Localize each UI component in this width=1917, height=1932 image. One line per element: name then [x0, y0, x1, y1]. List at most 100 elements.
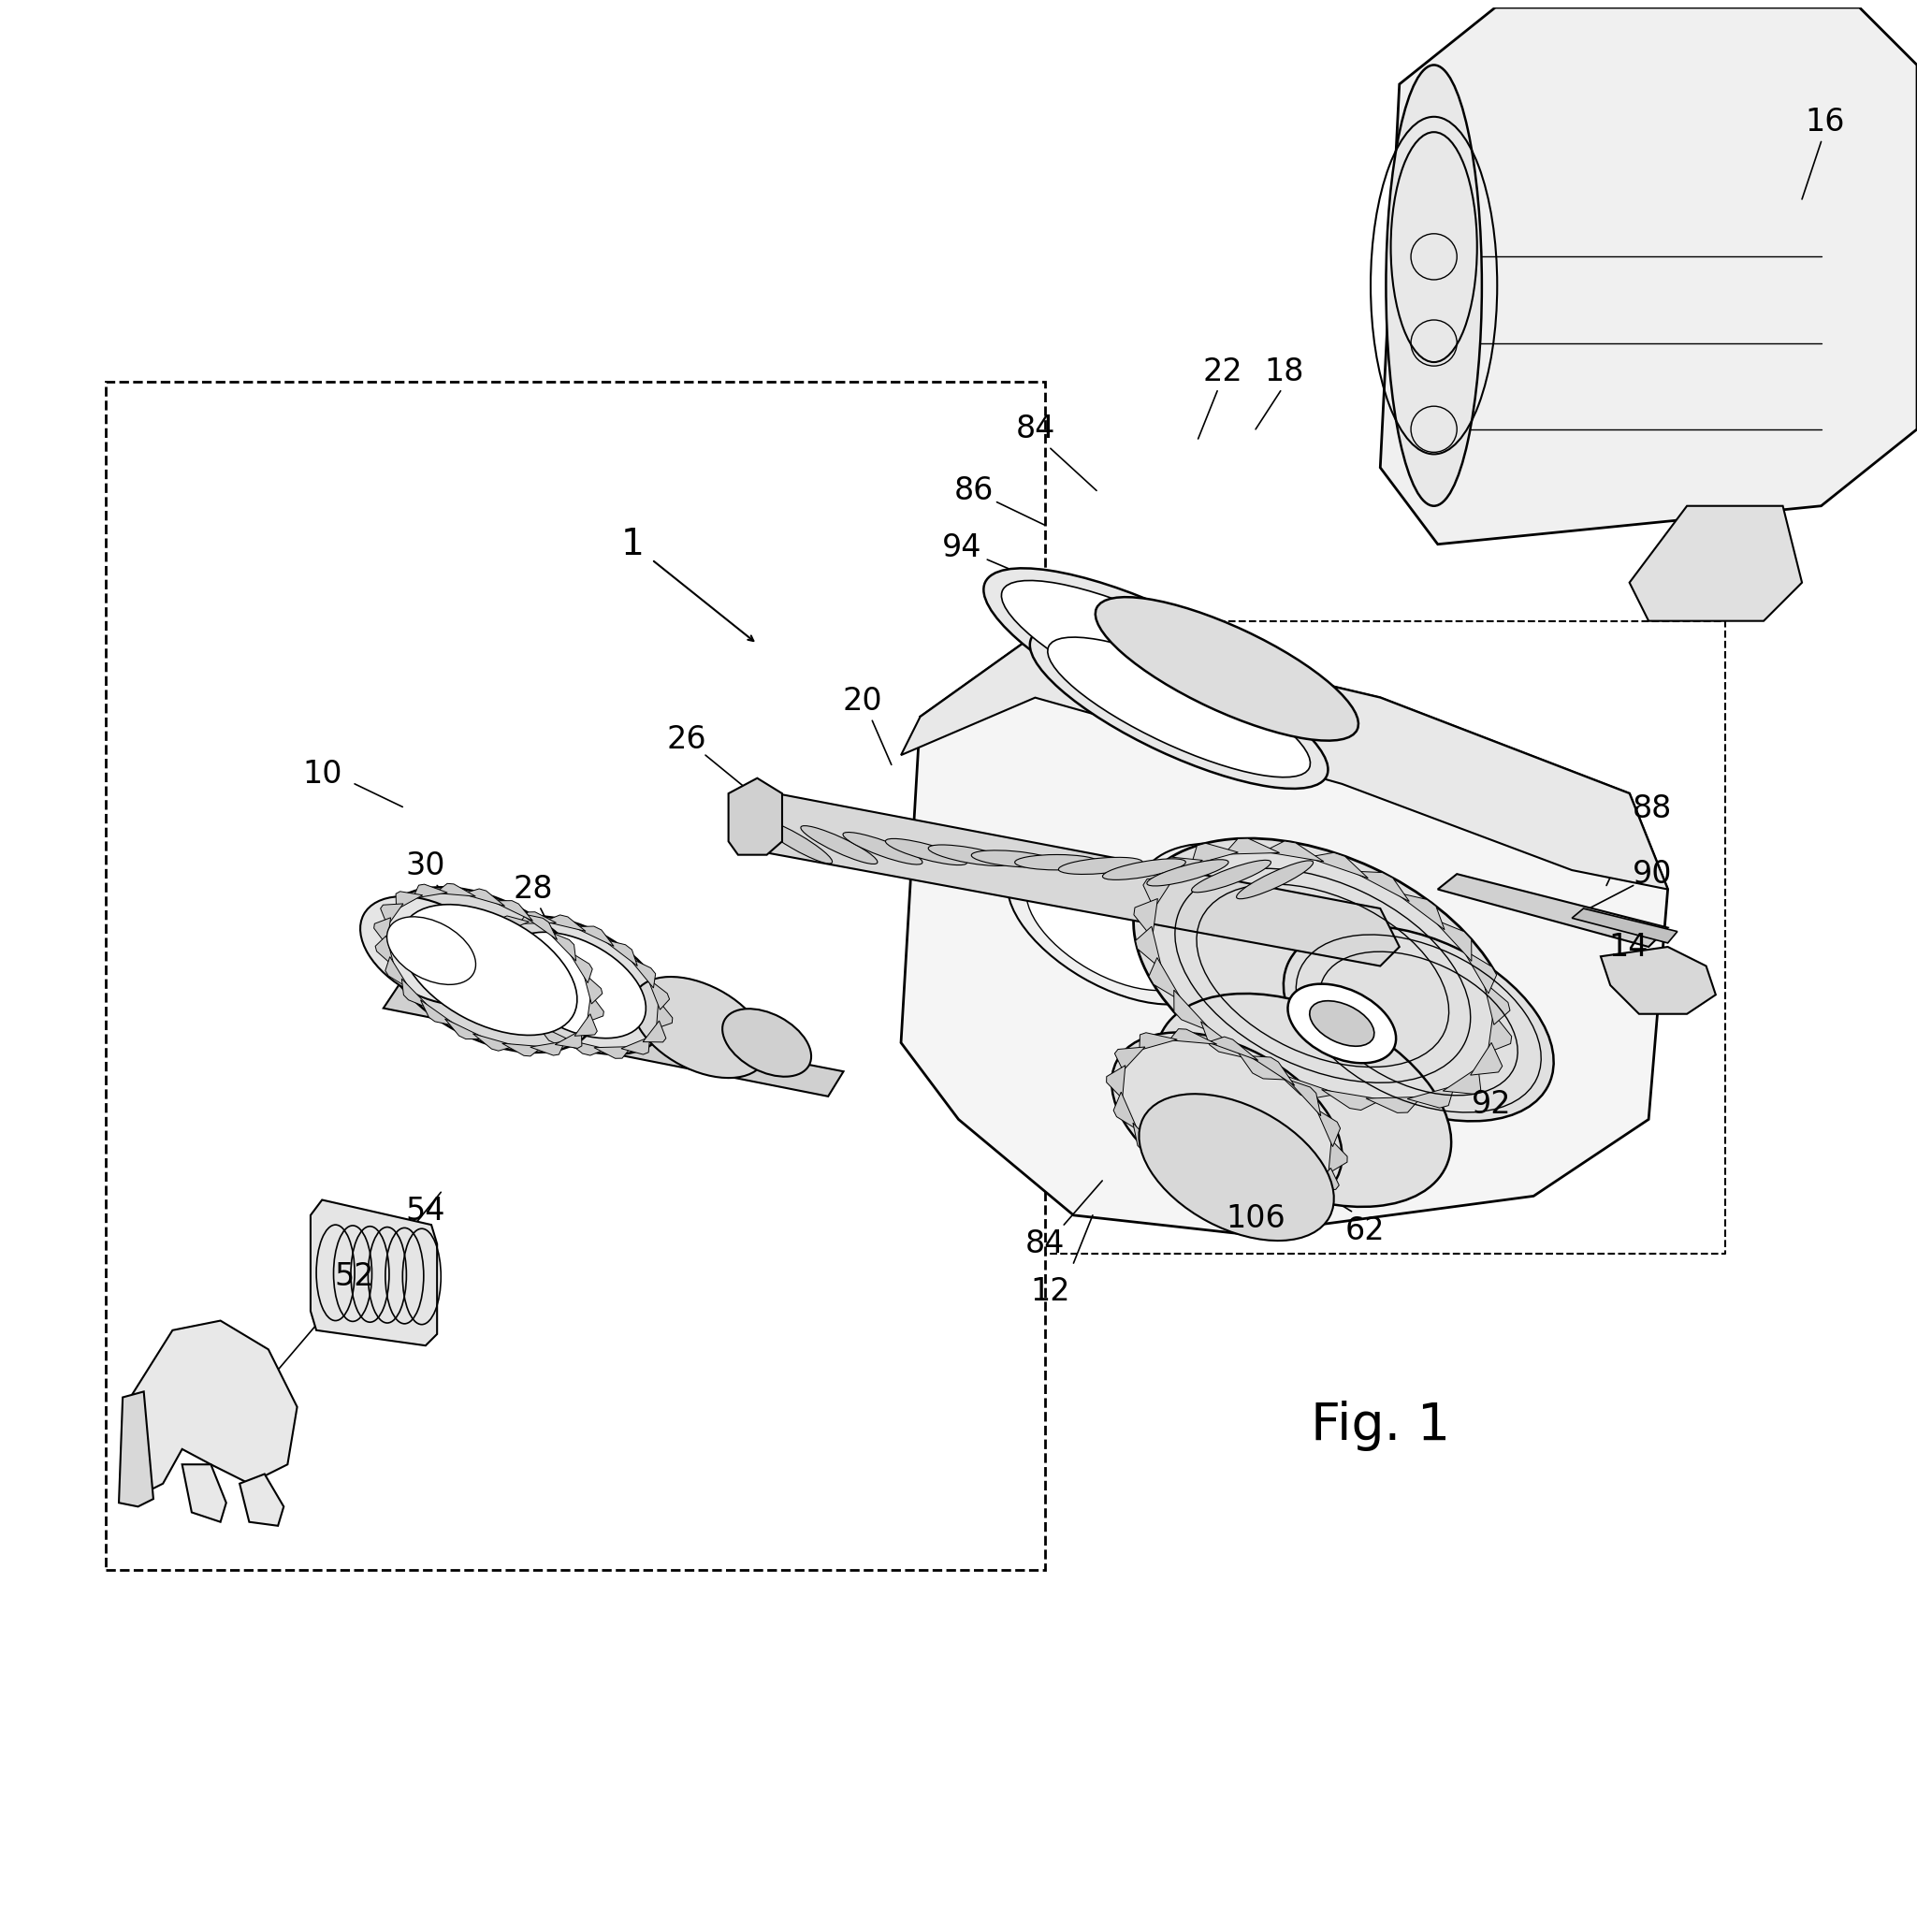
Polygon shape	[473, 1034, 516, 1051]
Ellipse shape	[1049, 638, 1309, 777]
Ellipse shape	[928, 844, 1012, 866]
Polygon shape	[1223, 838, 1279, 854]
Polygon shape	[1307, 852, 1369, 879]
Text: 30: 30	[406, 850, 445, 881]
Ellipse shape	[1112, 1032, 1342, 1206]
Polygon shape	[531, 1041, 566, 1055]
Ellipse shape	[972, 850, 1056, 867]
Ellipse shape	[1014, 854, 1098, 869]
Ellipse shape	[1236, 860, 1313, 898]
Ellipse shape	[1095, 597, 1359, 740]
Polygon shape	[512, 1005, 548, 1032]
Polygon shape	[642, 1020, 665, 1041]
Polygon shape	[757, 794, 1399, 966]
Polygon shape	[621, 1037, 650, 1055]
Polygon shape	[1380, 8, 1917, 545]
Polygon shape	[1407, 1086, 1455, 1107]
Polygon shape	[240, 1474, 284, 1526]
Polygon shape	[1351, 871, 1409, 902]
Polygon shape	[1173, 989, 1213, 1032]
Polygon shape	[1288, 1080, 1321, 1117]
Polygon shape	[1321, 1090, 1382, 1111]
Polygon shape	[1236, 1194, 1284, 1209]
Polygon shape	[495, 981, 521, 1012]
Text: 90: 90	[1633, 858, 1672, 889]
Polygon shape	[901, 620, 1668, 1235]
Polygon shape	[403, 980, 431, 1009]
Bar	[105, 381, 1045, 1571]
Polygon shape	[502, 1043, 543, 1057]
Polygon shape	[1394, 893, 1445, 929]
Ellipse shape	[387, 918, 475, 985]
Polygon shape	[648, 978, 669, 1010]
Ellipse shape	[1167, 866, 1440, 1066]
Polygon shape	[395, 891, 422, 910]
Ellipse shape	[801, 825, 878, 864]
Ellipse shape	[1133, 838, 1513, 1113]
Text: 54: 54	[406, 1196, 445, 1227]
Polygon shape	[1139, 1034, 1177, 1051]
Polygon shape	[1367, 1097, 1422, 1113]
Polygon shape	[1106, 1065, 1125, 1099]
Text: Fig. 1: Fig. 1	[1311, 1401, 1449, 1451]
Text: 28: 28	[514, 873, 552, 904]
Polygon shape	[1143, 875, 1175, 908]
Polygon shape	[575, 1014, 598, 1036]
Polygon shape	[1148, 958, 1183, 1003]
Polygon shape	[1166, 858, 1202, 883]
Polygon shape	[385, 956, 410, 989]
Ellipse shape	[1146, 860, 1229, 887]
Polygon shape	[520, 914, 558, 939]
Text: 84: 84	[1026, 1229, 1064, 1260]
Polygon shape	[380, 904, 403, 925]
Text: 18: 18	[1265, 355, 1304, 386]
Ellipse shape	[1309, 1001, 1374, 1047]
Text: 10: 10	[303, 759, 341, 790]
Polygon shape	[594, 1047, 631, 1059]
Polygon shape	[383, 985, 843, 1095]
Ellipse shape	[1058, 858, 1143, 875]
Polygon shape	[1328, 1140, 1348, 1173]
Text: 1: 1	[621, 527, 644, 562]
Ellipse shape	[633, 978, 767, 1078]
Polygon shape	[728, 779, 782, 854]
Polygon shape	[1470, 1043, 1503, 1074]
Polygon shape	[544, 916, 587, 931]
Ellipse shape	[483, 916, 667, 1055]
Text: 26: 26	[667, 724, 705, 755]
Polygon shape	[1277, 1072, 1338, 1099]
Text: 12: 12	[1031, 1277, 1070, 1308]
Ellipse shape	[1001, 580, 1300, 738]
Polygon shape	[1190, 842, 1238, 866]
Polygon shape	[477, 943, 495, 970]
Polygon shape	[1114, 1092, 1137, 1130]
Ellipse shape	[886, 838, 966, 866]
Text: 22: 22	[1204, 355, 1242, 386]
Polygon shape	[462, 889, 504, 906]
Polygon shape	[583, 972, 602, 1005]
Polygon shape	[1133, 1122, 1166, 1159]
Polygon shape	[556, 1030, 583, 1049]
Polygon shape	[1200, 1022, 1252, 1059]
Polygon shape	[587, 995, 604, 1022]
Ellipse shape	[1386, 66, 1482, 506]
Polygon shape	[1463, 949, 1497, 993]
Ellipse shape	[1192, 860, 1271, 893]
Polygon shape	[1236, 1049, 1294, 1080]
Polygon shape	[485, 927, 508, 949]
Polygon shape	[1133, 898, 1158, 937]
Text: 62: 62	[1346, 1215, 1384, 1246]
Polygon shape	[420, 1001, 458, 1026]
Polygon shape	[629, 956, 656, 987]
Text: 94: 94	[943, 533, 982, 564]
Polygon shape	[1196, 1179, 1246, 1202]
Polygon shape	[901, 620, 1668, 889]
Text: 88: 88	[1633, 794, 1672, 825]
Polygon shape	[1488, 1012, 1513, 1053]
Text: 52: 52	[335, 1262, 374, 1293]
Polygon shape	[546, 931, 575, 960]
Polygon shape	[182, 1464, 226, 1522]
Polygon shape	[537, 1024, 577, 1043]
Polygon shape	[1135, 927, 1162, 970]
Polygon shape	[573, 925, 613, 947]
